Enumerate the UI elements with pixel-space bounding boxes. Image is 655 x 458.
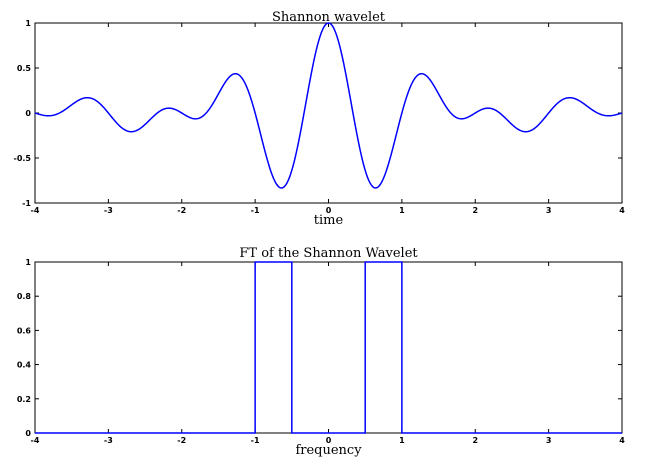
x-tick-label: 0 [326,206,332,215]
x-tick-label: 1 [399,436,405,445]
x-tick-label: 2 [472,436,478,445]
x-tick-label: 3 [546,206,552,215]
y-tick-label: 0.8 [17,292,32,301]
x-tick-label: -3 [104,206,113,215]
y-tick-label: -1 [22,199,31,208]
y-tick-label: -0.5 [14,154,32,163]
x-tick-label: 3 [546,436,552,445]
x-tick-label: -2 [177,206,186,215]
x-tick-label: -3 [104,436,113,445]
x-tick-label: -2 [177,436,186,445]
y-tick-label: 0.4 [17,361,32,370]
chart-title: FT of the Shannon Wavelet [239,246,418,261]
series-line [34,22,623,189]
x-axis-label: frequency [295,443,362,458]
x-tick-label: 4 [619,436,625,445]
axes-frame [34,261,623,434]
y-tick-label: 0.6 [17,326,32,335]
x-tick-label: 0 [326,436,332,445]
series-line [35,261,622,434]
x-tick-label: 2 [472,206,478,215]
x-tick-label: -4 [31,206,40,215]
y-tick-label: 0.2 [17,395,31,404]
y-tick-label: 0 [25,109,31,118]
subplot-ft-shannon-wavelet: FT of the Shannon Wavelet frequency -4 -3 -2… [17,246,625,458]
x-tick-label: 1 [399,206,405,215]
y-tick-label: 0.5 [17,64,32,73]
y-tick-label: 0 [25,429,31,438]
subplot-shannon-wavelet: Shannon wavelet time -4 -3 -2 -1 0 1 2 3 4 -1 -0.5 0 0… [14,10,626,228]
x-tick-label: -1 [251,206,260,215]
axes-frame [34,22,623,204]
x-tick-label: -1 [251,436,260,445]
x-axis-label: time [314,213,344,228]
x-tick-label: -4 [31,436,40,445]
chart-title: Shannon wavelet [272,10,386,25]
x-tick-label: 4 [619,206,625,215]
y-tick-label: 1 [25,258,31,267]
y-tick-label: 1 [25,19,31,28]
